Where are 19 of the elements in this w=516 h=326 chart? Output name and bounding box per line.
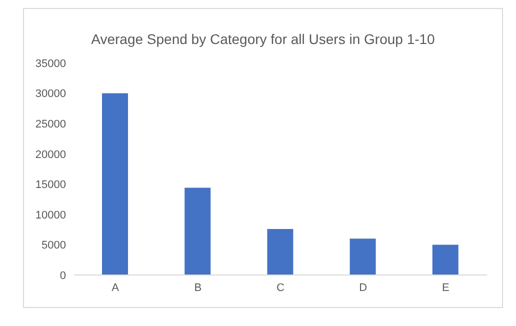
y-tick-label: 15000 <box>35 179 66 192</box>
bar <box>184 188 211 275</box>
y-tick-label: 20000 <box>35 148 66 161</box>
x-tick-label: C <box>276 282 285 294</box>
x-tick-label: B <box>194 282 202 294</box>
bar <box>432 244 458 275</box>
y-tick-label: 25000 <box>35 118 66 130</box>
y-tick-label: 10000 <box>35 209 66 222</box>
y-tick-label: 35000 <box>35 58 66 70</box>
bar <box>102 93 128 275</box>
y-tick-label: 5000 <box>42 240 66 252</box>
chart-title: Average Spend by Category for all Users in Group 1-10 <box>90 31 436 47</box>
bar <box>267 228 294 275</box>
x-tick-label: E <box>442 282 450 294</box>
bar <box>350 238 376 275</box>
y-tick-label: 0 <box>60 270 66 282</box>
x-tick-label: D <box>359 282 368 294</box>
y-tick-label: 30000 <box>35 88 66 100</box>
x-tick-label: A <box>112 282 120 294</box>
